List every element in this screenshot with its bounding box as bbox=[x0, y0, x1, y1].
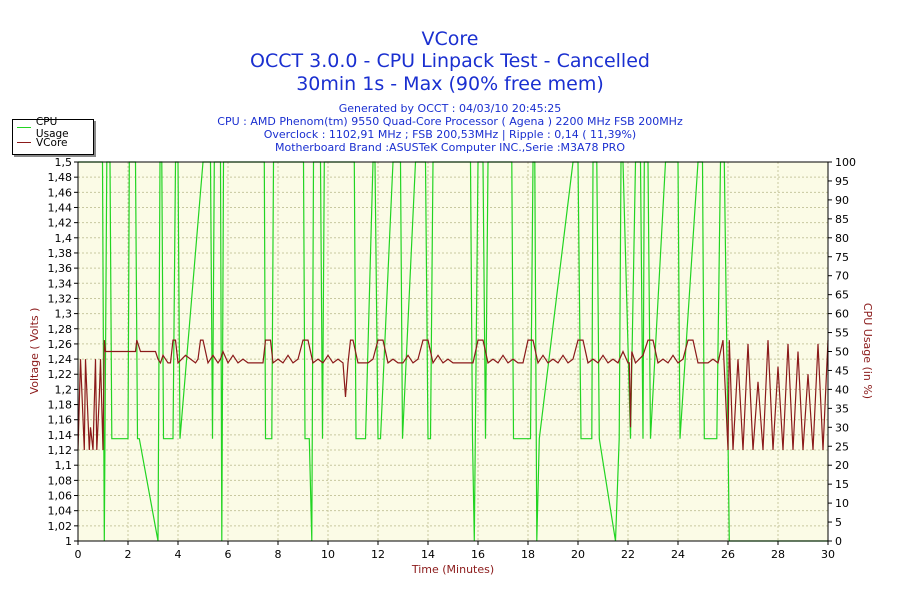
x-axis-label: Time (Minutes) bbox=[411, 563, 494, 576]
y2-tick-label: 35 bbox=[835, 402, 849, 415]
y2-tick-label: 20 bbox=[835, 459, 849, 472]
y2-tick-label: 25 bbox=[835, 440, 849, 453]
y2-tick-label: 65 bbox=[835, 289, 849, 302]
x-tick-label: 0 bbox=[75, 548, 82, 561]
x-tick-label: 14 bbox=[421, 548, 435, 561]
legend-item-vcore: VCore bbox=[13, 135, 93, 150]
y-tick-label: 1,4 bbox=[55, 232, 73, 245]
legend-swatch-cpu-usage bbox=[17, 127, 31, 128]
chart-subtitle-test: OCCT 3.0.0 - CPU Linpack Test - Cancelle… bbox=[250, 50, 650, 72]
x-tick-label: 30 bbox=[821, 548, 835, 561]
legend-swatch-vcore bbox=[17, 142, 31, 143]
y-tick-label: 1,02 bbox=[48, 520, 73, 533]
y-tick-label: 1,44 bbox=[48, 201, 73, 214]
y-tick-label: 1,34 bbox=[48, 277, 73, 290]
y-tick-label: 1,3 bbox=[55, 308, 73, 321]
y2-tick-label: 100 bbox=[835, 156, 856, 169]
y2-tick-label: 50 bbox=[835, 346, 849, 359]
y-tick-label: 1,26 bbox=[48, 338, 73, 351]
y2-tick-label: 30 bbox=[835, 421, 849, 434]
x-tick-label: 26 bbox=[721, 548, 735, 561]
y2-tick-label: 15 bbox=[835, 478, 849, 491]
y-tick-label: 1,36 bbox=[48, 262, 73, 275]
y-tick-label: 1,16 bbox=[48, 414, 73, 427]
y2-tick-label: 60 bbox=[835, 308, 849, 321]
info-motherboard: Motherboard Brand :ASUSTeK Computer INC.… bbox=[275, 141, 625, 154]
y-tick-label: 1,18 bbox=[48, 399, 73, 412]
x-tick-label: 6 bbox=[225, 548, 232, 561]
x-tick-label: 10 bbox=[321, 548, 335, 561]
y-axis-label-right: CPU Usage (in %) bbox=[861, 303, 874, 399]
y2-tick-label: 5 bbox=[835, 516, 842, 529]
info-generated: Generated by OCCT : 04/03/10 20:45:25 bbox=[338, 102, 562, 115]
plot-area bbox=[78, 162, 828, 541]
info-cpu: CPU : AMD Phenom(tm) 9550 Quad-Core Proc… bbox=[217, 115, 683, 128]
y-tick-label: 1,46 bbox=[48, 186, 73, 199]
y-tick-label: 1,5 bbox=[55, 156, 73, 169]
y-tick-label: 1,04 bbox=[48, 505, 73, 518]
x-tick-label: 16 bbox=[471, 548, 485, 561]
x-tick-label: 4 bbox=[175, 548, 182, 561]
y-tick-label: 1,2 bbox=[55, 383, 73, 396]
y2-tick-label: 75 bbox=[835, 251, 849, 264]
series-line-vcore bbox=[77, 339, 829, 451]
y-tick-label: 1,28 bbox=[48, 323, 73, 336]
y2-tick-label: 85 bbox=[835, 213, 849, 226]
y2-tick-label: 55 bbox=[835, 327, 849, 340]
x-tick-label: 28 bbox=[771, 548, 785, 561]
y-tick-label: 1,22 bbox=[48, 368, 73, 381]
x-tick-label: 22 bbox=[621, 548, 635, 561]
y2-tick-label: 40 bbox=[835, 383, 849, 396]
y-tick-label: 1,24 bbox=[48, 353, 73, 366]
y-tick-label: 1,38 bbox=[48, 247, 73, 260]
chart-subtitle-duration: 30min 1s - Max (90% free mem) bbox=[296, 73, 604, 95]
x-tick-label: 8 bbox=[275, 548, 282, 561]
y-tick-label: 1,08 bbox=[48, 474, 73, 487]
legend-item-cpu-usage: CPU Usage bbox=[13, 116, 93, 140]
x-tick-label: 2 bbox=[125, 548, 132, 561]
legend-label-vcore: VCore bbox=[36, 136, 68, 149]
x-tick-label: 18 bbox=[521, 548, 535, 561]
y-tick-label: 1,1 bbox=[55, 459, 73, 472]
legend-label-cpu-usage: CPU Usage bbox=[35, 115, 69, 140]
series-line-cpu-usage bbox=[78, 161, 828, 542]
x-tick-label: 24 bbox=[671, 548, 685, 561]
x-tick-label: 20 bbox=[571, 548, 585, 561]
y2-tick-label: 0 bbox=[835, 535, 842, 548]
chart-legend: CPU Usage VCore bbox=[12, 116, 94, 155]
y-tick-label: 1 bbox=[65, 535, 72, 548]
y2-tick-label: 90 bbox=[835, 194, 849, 207]
y-tick-label: 1,06 bbox=[48, 490, 73, 503]
y2-tick-label: 45 bbox=[835, 364, 849, 377]
y-tick-label: 1,32 bbox=[48, 292, 73, 305]
y-tick-label: 1,14 bbox=[48, 429, 73, 442]
y2-tick-label: 70 bbox=[835, 270, 849, 283]
y-tick-label: 1,12 bbox=[48, 444, 73, 457]
info-overclock: Overclock : 1102,91 MHz ; FSB 200,53MHz … bbox=[263, 128, 637, 141]
chart-title: VCore bbox=[421, 28, 479, 50]
y2-tick-label: 10 bbox=[835, 497, 849, 510]
y-axis-label-left: Voltage ( Volts ) bbox=[28, 308, 41, 395]
x-tick-label: 12 bbox=[371, 548, 385, 561]
y-tick-label: 1,48 bbox=[48, 171, 73, 184]
plot-frame bbox=[77, 161, 829, 542]
y-tick-label: 1,42 bbox=[48, 217, 73, 230]
y2-tick-label: 80 bbox=[835, 232, 849, 245]
y2-tick-label: 95 bbox=[835, 175, 849, 188]
